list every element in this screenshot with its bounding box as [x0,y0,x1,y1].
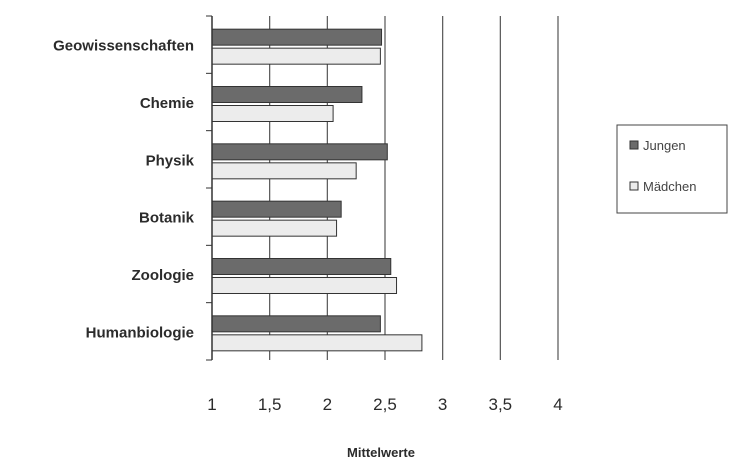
bar-botanik-jungen [211,200,342,218]
category-label-physik: Physik [146,152,195,169]
legend-swatch-jungen [629,140,639,150]
bar-humanbiologie-maedchen [211,334,423,352]
x-axis-title: Mittelwerte [347,445,415,460]
bar-geowissenschaften-maedchen [211,47,381,65]
x-tick-label: 3 [438,395,447,414]
bar-zoologie-maedchen [211,277,398,294]
legend-label-jungen: Jungen [643,138,686,153]
category-label-botanik: Botanik [139,210,195,227]
bars [211,28,423,352]
x-tick-label: 1 [207,395,216,414]
category-label-chemie: Chemie [140,95,194,112]
bar-geowissenschaften-jungen [211,28,383,46]
x-tick-label: 2 [323,395,332,414]
gridlines [269,16,559,360]
category-label-zoologie: Zoologie [132,267,195,284]
legend: Jungen Mädchen [616,124,728,214]
category-label-humanbiologie: Humanbiologie [86,324,194,341]
bar-botanik-maedchen [211,219,338,237]
bar-humanbiologie-jungen [211,315,381,333]
bar-zoologie-jungen [211,258,392,275]
bar-physik-maedchen [211,162,357,180]
x-tick-label: 1,5 [258,395,282,414]
legend-label-maedchen: Mädchen [643,179,696,194]
x-tick-label: 3,5 [489,395,513,414]
category-labels: Geowissenschaften Chemie Physik Botanik Zool… [53,15,212,361]
x-tick-label: 2,5 [373,395,397,414]
legend-frame [616,124,728,214]
x-tick-labels: 1 1,5 2 2,5 3 3,5 4 [207,395,562,414]
bar-chemie-jungen [211,86,363,103]
category-label-geowissenschaften: Geowissenschaften [53,38,194,55]
bar-chemie-maedchen [211,105,334,122]
bar-physik-jungen [211,143,388,161]
legend-swatch-maedchen [629,181,639,191]
x-tick-label: 4 [553,395,562,414]
